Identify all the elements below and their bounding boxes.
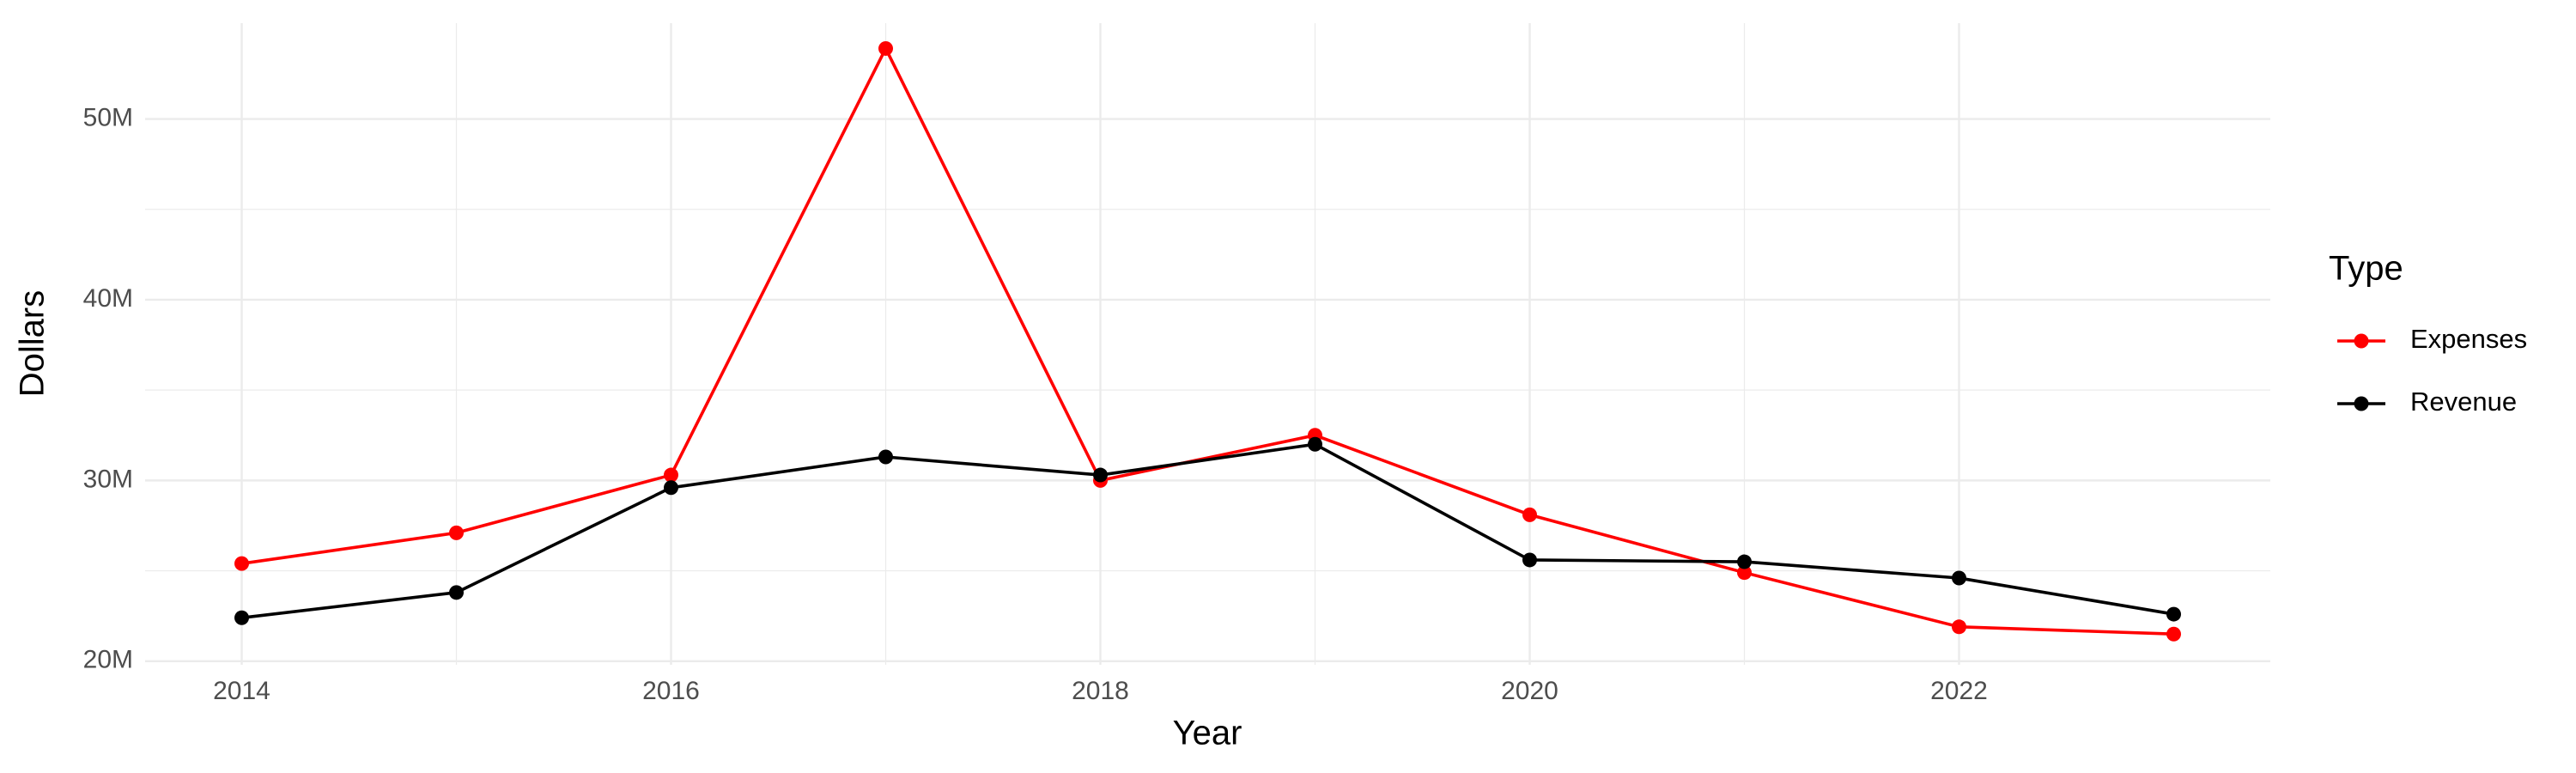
data-point <box>1522 507 1537 522</box>
y-tick-label: 30M <box>83 465 133 493</box>
data-point <box>1308 436 1322 452</box>
x-tick-label: 2016 <box>642 677 700 705</box>
data-point <box>878 449 893 465</box>
x-tick-label: 2018 <box>1072 677 1129 705</box>
legend-key-point <box>2354 333 2369 349</box>
data-point <box>1952 619 1966 635</box>
y-tick-label: 50M <box>83 103 133 131</box>
series-line <box>241 46 2174 636</box>
data-point <box>878 40 893 56</box>
data-point <box>1737 565 1752 581</box>
y-tick-label: 40M <box>83 284 133 313</box>
data-point <box>664 467 678 483</box>
data-point <box>664 480 678 496</box>
data-point <box>2166 606 2181 622</box>
x-tick-label: 2022 <box>1930 677 1988 705</box>
series-line <box>241 442 2174 620</box>
data-point <box>449 585 464 600</box>
x-axis-title: Year <box>1173 715 1242 752</box>
data-point <box>1737 554 1752 569</box>
data-point <box>1952 570 1966 586</box>
legend-key-point <box>2354 396 2369 411</box>
data-point <box>234 556 249 571</box>
data-point <box>2166 626 2181 642</box>
data-point <box>449 525 464 540</box>
x-tick-label: 2020 <box>1501 677 1558 705</box>
legend-label: Expenses <box>2410 324 2527 354</box>
y-tick-label: 20M <box>83 646 133 674</box>
data-point <box>1093 467 1108 483</box>
legend-label: Revenue <box>2410 386 2517 417</box>
x-tick-label: 2014 <box>213 677 270 705</box>
y-axis-title: Dollars <box>14 290 52 397</box>
data-point <box>1522 552 1537 568</box>
legend-title: Type <box>2329 250 2403 288</box>
data-point <box>234 610 249 625</box>
